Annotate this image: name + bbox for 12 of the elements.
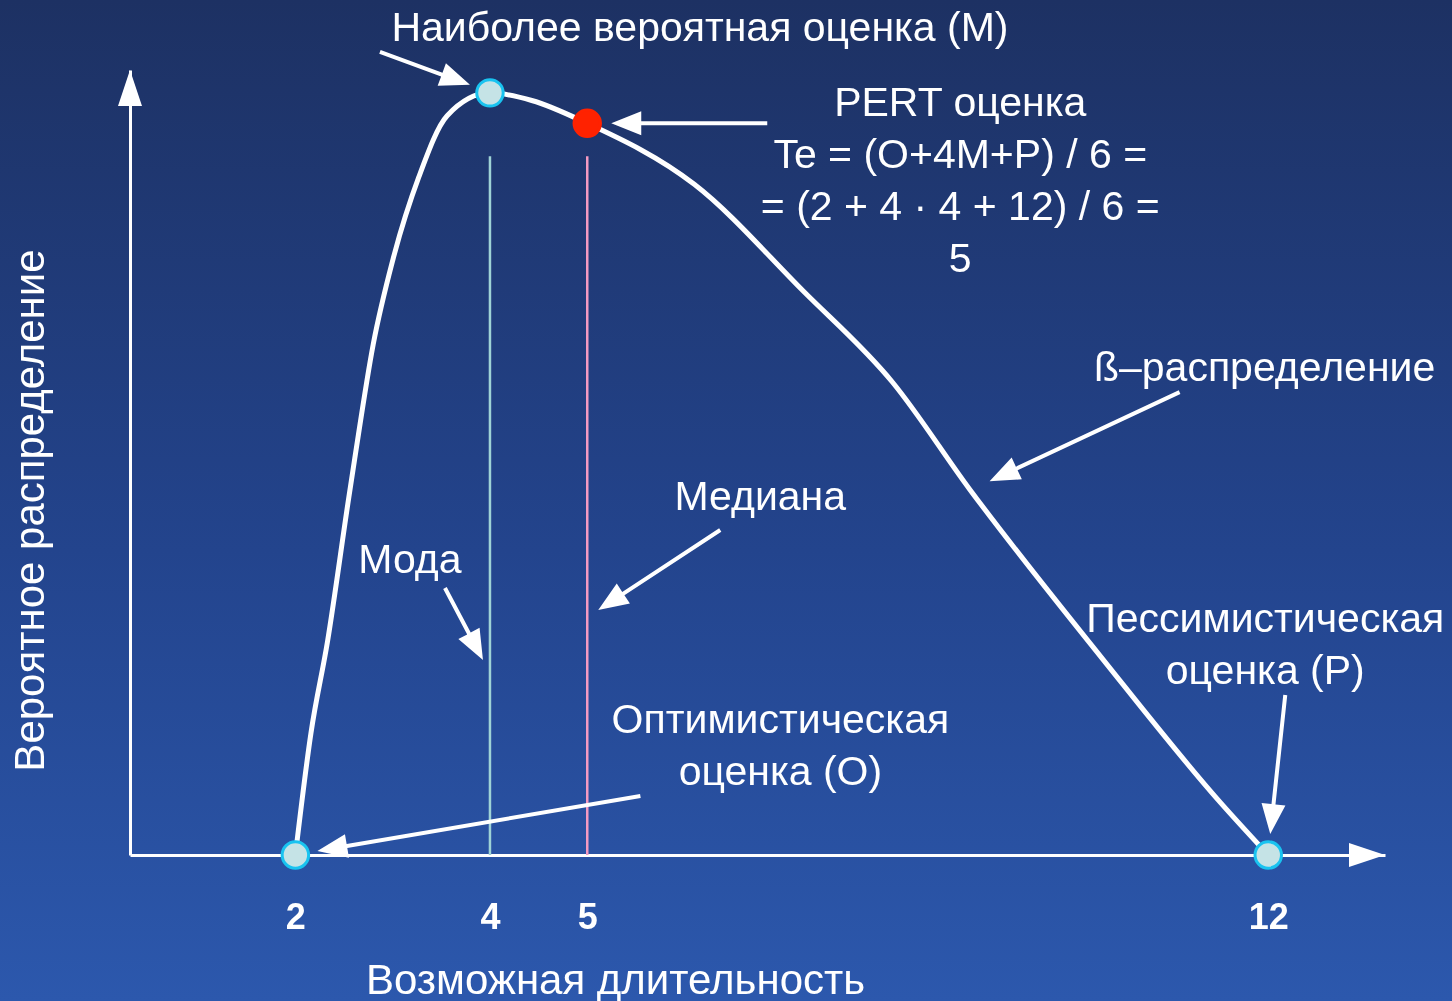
- annotation: PERT оценка Te = (O+4M+P) / 6 = = (2 + 4 · 4 + 12) / 6 = 5: [760, 79, 1160, 282]
- annotation: Пессимистическая оценка (P): [1086, 595, 1445, 693]
- y-axis-title: Вероятное распределение: [5, 249, 53, 772]
- x-tick-label: 5: [577, 895, 598, 937]
- annotation: Оптимистическая оценка (O): [611, 696, 950, 794]
- annotation: ß–распределение: [1093, 344, 1436, 391]
- ref-line-label: Мода: [358, 536, 462, 582]
- x-tick-label: 2: [285, 895, 306, 937]
- ref-line-label: Медиана: [674, 473, 847, 519]
- x-tick-label: 12: [1248, 895, 1289, 937]
- x-tick-label: 4: [480, 895, 501, 937]
- annotation: Наиболее вероятная оценка (M): [391, 3, 1009, 50]
